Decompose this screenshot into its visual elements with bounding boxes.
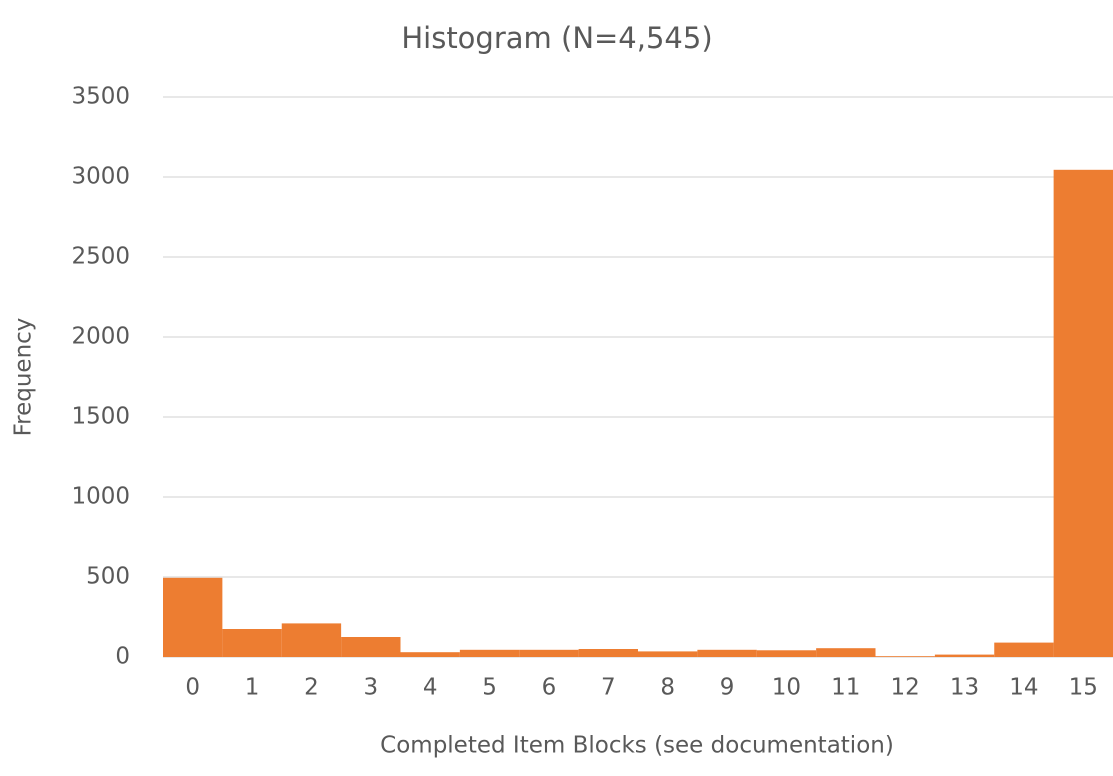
- x-tick-label: 7: [601, 675, 616, 701]
- y-tick-label: 1000: [71, 484, 130, 510]
- x-tick-label: 11: [831, 675, 860, 701]
- y-tick-label: 1500: [71, 404, 130, 430]
- bar: [519, 649, 579, 657]
- x-tick-label: 12: [891, 675, 920, 701]
- bar: [341, 637, 401, 657]
- bar: [934, 654, 995, 657]
- x-tick-label: 10: [772, 675, 801, 701]
- y-tick-label: 2500: [71, 244, 130, 270]
- x-tick-label: 0: [185, 675, 200, 701]
- x-tick-label: 1: [245, 675, 260, 701]
- y-tick-label: 2000: [71, 324, 130, 350]
- x-tick-label: 15: [1069, 675, 1098, 701]
- x-tick-label: 5: [482, 675, 497, 701]
- y-tick-label: 3000: [71, 164, 130, 190]
- y-axis-label: Frequency: [11, 318, 37, 437]
- x-tick-label: 13: [950, 675, 979, 701]
- x-tick-label: 8: [660, 675, 675, 701]
- bar: [638, 651, 698, 657]
- chart-title: Histogram (N=4,545): [401, 21, 712, 55]
- bar: [816, 648, 876, 657]
- x-tick-label: 4: [423, 675, 438, 701]
- x-tick-label: 2: [304, 675, 319, 701]
- bar: [281, 623, 342, 657]
- x-axis-label: Completed Item Blocks (see documentation…: [380, 733, 894, 759]
- bar: [756, 650, 817, 657]
- y-tick-label: 3500: [71, 84, 130, 110]
- y-tick-label: 500: [86, 564, 130, 590]
- bar: [994, 642, 1054, 657]
- y-tick-label: 0: [115, 644, 130, 670]
- bar: [400, 652, 460, 657]
- bar: [578, 649, 638, 657]
- bar: [459, 649, 520, 657]
- bar: [875, 656, 935, 657]
- x-tick-label: 9: [720, 675, 735, 701]
- bar: [163, 577, 223, 657]
- x-tick-label: 14: [1009, 675, 1038, 701]
- bar: [222, 629, 282, 657]
- x-tick-label: 6: [542, 675, 557, 701]
- bar: [697, 649, 757, 657]
- bar: [1053, 169, 1113, 658]
- x-tick-label: 3: [363, 675, 378, 701]
